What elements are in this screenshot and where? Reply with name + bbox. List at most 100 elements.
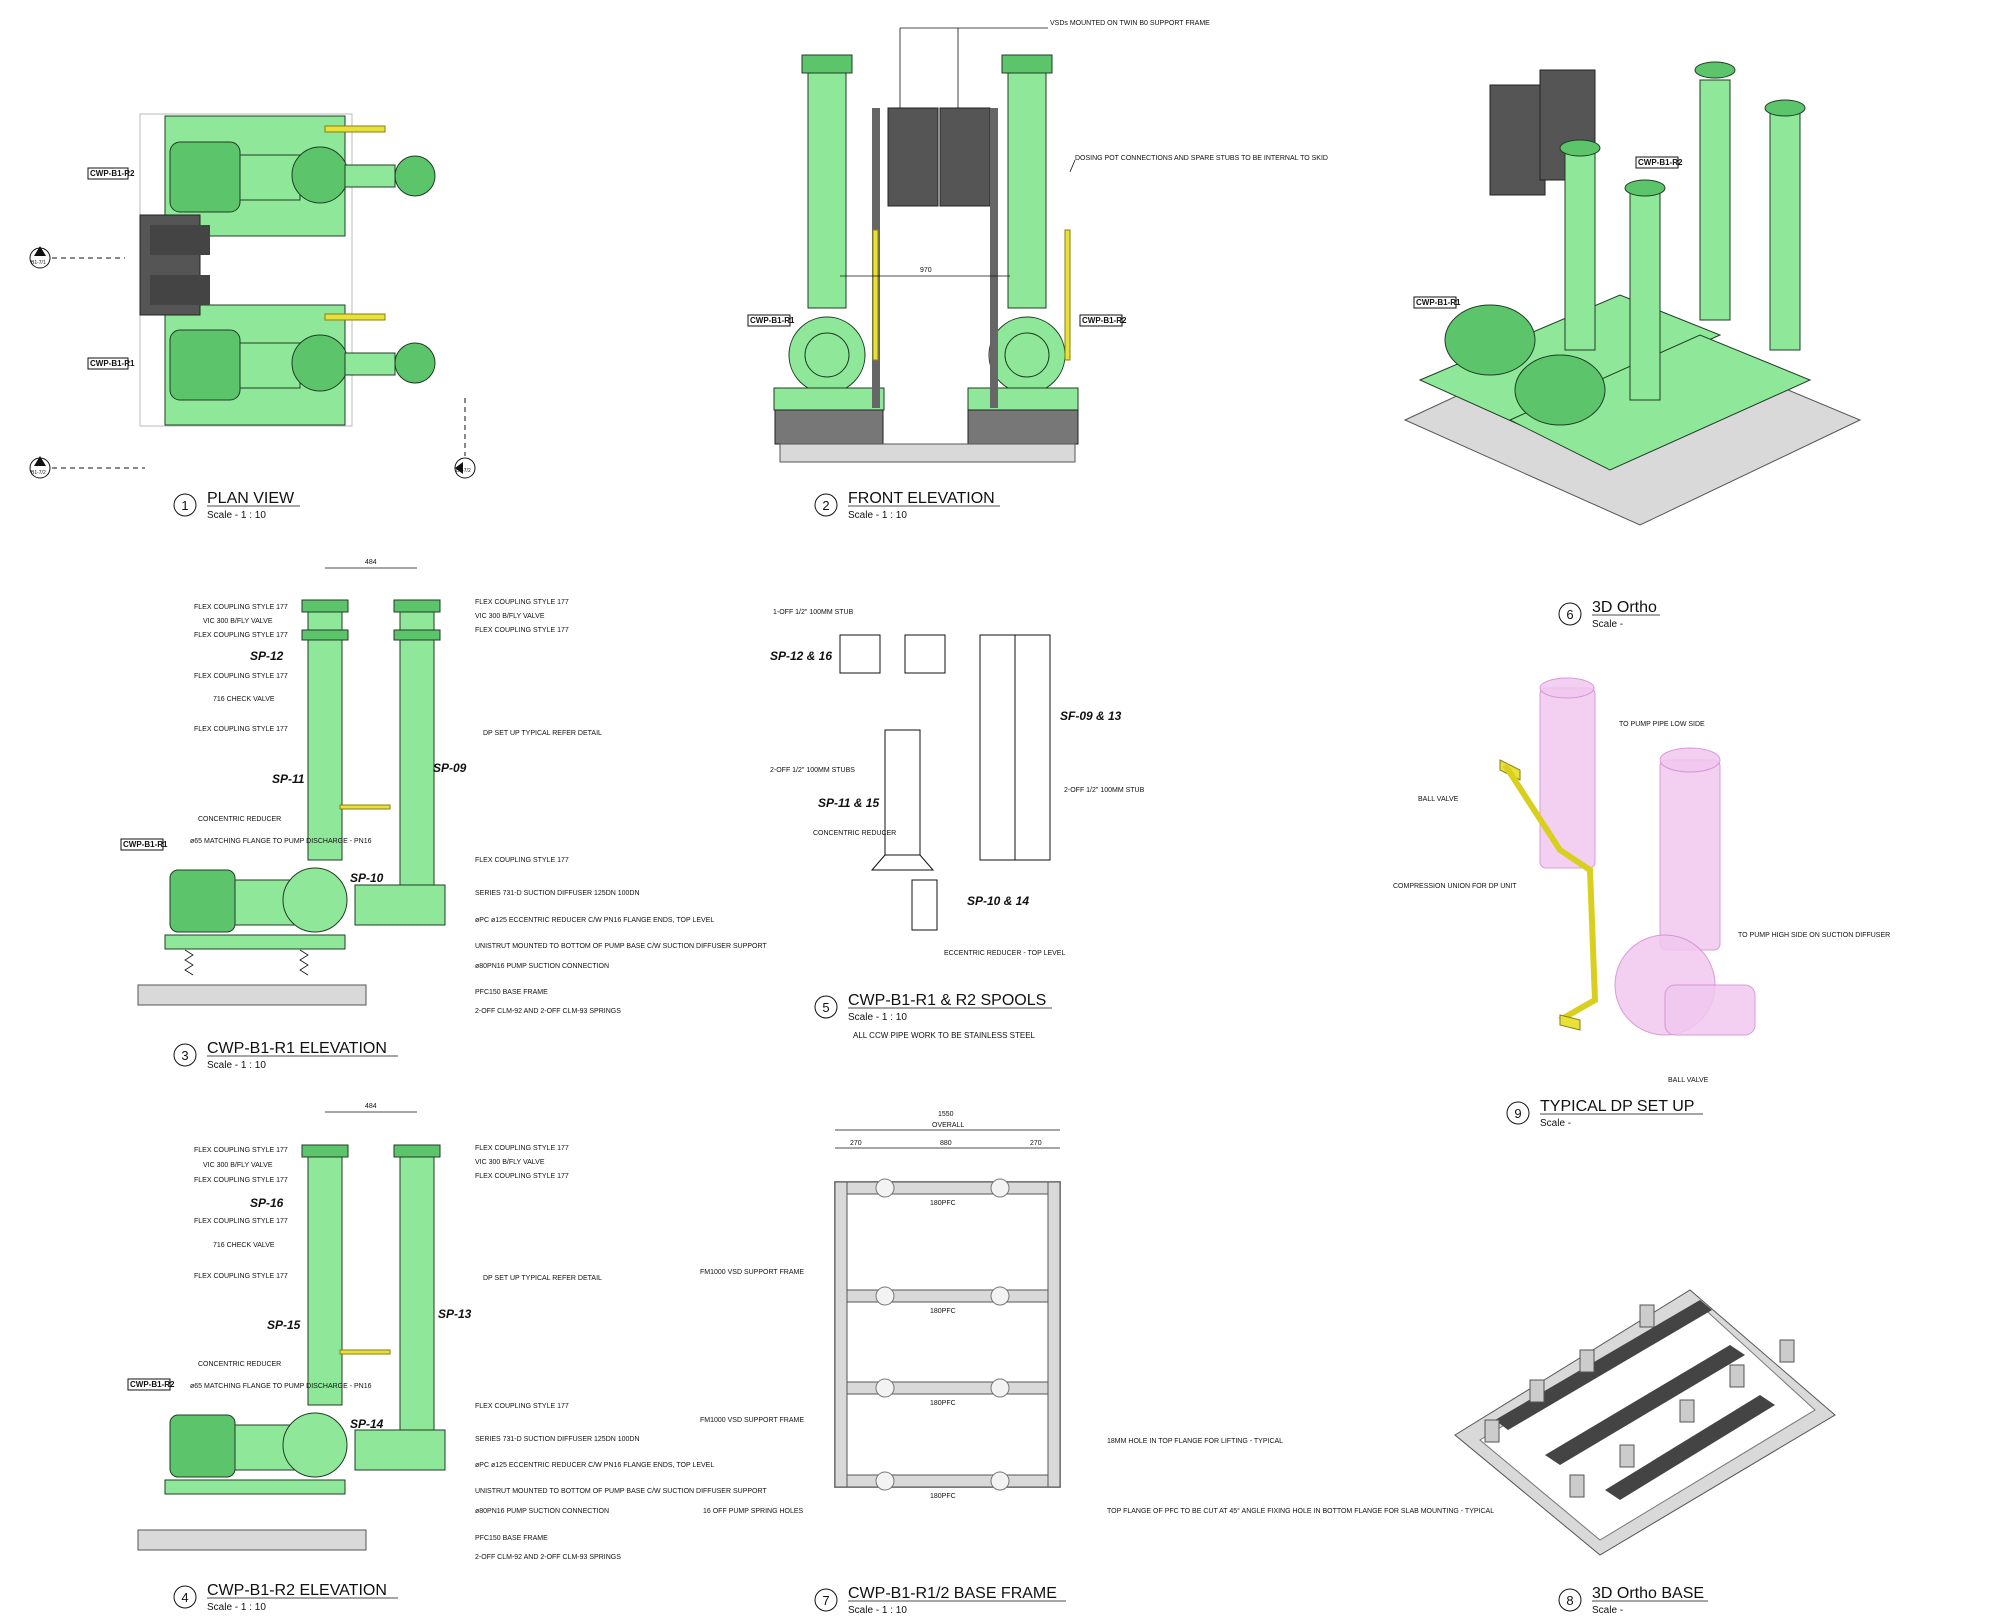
- view-title-2: 2 FRONT ELEVATION Scale - 1 : 10: [814, 490, 1000, 521]
- svg-text:Scale -: Scale -: [1592, 1605, 1623, 1616]
- svg-text:SP-16: SP-16: [250, 1196, 284, 1210]
- svg-text:Scale - 1 : 10: Scale - 1 : 10: [207, 510, 266, 521]
- svg-text:1550: 1550: [938, 1111, 954, 1118]
- svg-text:180PFC: 180PFC: [930, 1493, 956, 1500]
- pump-motor-r2: [169, 125, 436, 213]
- svg-text:PFC150 BASE FRAME: PFC150 BASE FRAME: [475, 989, 548, 996]
- section-marker: B1-7/1: [29, 246, 125, 269]
- dp-setup: TO PUMP PIPE LOW SIDE BALL VALVE COMPRES…: [1393, 677, 1890, 1084]
- svg-text:ø65 MATCHING FLANGE TO PUMP DI: ø65 MATCHING FLANGE TO PUMP DISCHARGE - …: [190, 838, 372, 845]
- svg-text:180PFC: 180PFC: [930, 1400, 956, 1407]
- svg-text:Scale - 1 : 10: Scale - 1 : 10: [848, 1012, 907, 1023]
- svg-text:CWP-B1-R1: CWP-B1-R1: [750, 316, 795, 325]
- svg-text:CWP-B1-R2 ELEVATION: CWP-B1-R2 ELEVATION: [207, 1582, 387, 1599]
- view-title-8: 8 3D Ortho BASE Scale -: [1558, 1585, 1708, 1616]
- svg-text:B1-7/2: B1-7/2: [456, 468, 471, 474]
- svg-text:FLEX COUPLING STYLE 177: FLEX COUPLING STYLE 177: [194, 1273, 288, 1280]
- svg-text:SP-10: SP-10: [350, 871, 384, 885]
- svg-text:øPC ø125 ECCENTRIC REDUCER C/W: øPC ø125 ECCENTRIC REDUCER C/W PN16 FLAN…: [475, 1462, 714, 1469]
- svg-text:9: 9: [1514, 1106, 1521, 1121]
- 3d-ortho: CWP-B1-R1 CWP-B1-R2: [1403, 61, 1862, 526]
- svg-text:PFC150 BASE FRAME: PFC150 BASE FRAME: [475, 1535, 548, 1542]
- svg-text:CONCENTRIC REDUCER: CONCENTRIC REDUCER: [813, 830, 896, 837]
- svg-text:VIC 300 B/FLY VALVE: VIC 300 B/FLY VALVE: [475, 613, 545, 620]
- svg-text:3D Ortho: 3D Ortho: [1592, 599, 1657, 616]
- svg-text:SP-12 & 16: SP-12 & 16: [770, 649, 832, 663]
- section-marker: B1-7/2: [29, 456, 145, 479]
- svg-text:øPC ø125 ECCENTRIC REDUCER C/W: øPC ø125 ECCENTRIC REDUCER C/W PN16 FLAN…: [475, 917, 714, 924]
- view-title-5: 5 CWP-B1-R1 & R2 SPOOLS Scale - 1 : 10 A…: [814, 992, 1052, 1040]
- svg-text:SP-13: SP-13: [438, 1307, 472, 1321]
- svg-text:SERIES 731-D SUCTION DIFFUSER: SERIES 731-D SUCTION DIFFUSER 125DN 100D…: [475, 1436, 640, 1443]
- svg-text:ø80PN16 PUMP SUCTION CONNECTIO: ø80PN16 PUMP SUCTION CONNECTION: [475, 1508, 609, 1515]
- view-title-6: 6 3D Ortho Scale -: [1558, 599, 1660, 630]
- svg-text:880: 880: [940, 1140, 952, 1147]
- svg-text:180PFC: 180PFC: [930, 1308, 956, 1315]
- svg-text:FLEX COUPLING STYLE 177: FLEX COUPLING STYLE 177: [475, 627, 569, 634]
- r2-elevation: 484 SP-16 SP-15 SP-13 SP-14 CWP-B1-R2 FL…: [127, 1103, 767, 1561]
- svg-text:2-OFF CLM-92 AND 2-OFF CLM-93: 2-OFF CLM-92 AND 2-OFF CLM-93 SPRINGS: [475, 1008, 621, 1015]
- svg-text:TO PUMP PIPE LOW SIDE: TO PUMP PIPE LOW SIDE: [1619, 721, 1705, 728]
- svg-text:3: 3: [181, 1048, 188, 1063]
- svg-text:VSDs MOUNTED ON TWIN B0 SUPPOR: VSDs MOUNTED ON TWIN B0 SUPPORT FRAME: [1050, 20, 1210, 27]
- svg-text:DOSING POT CONNECTIONS AND SPA: DOSING POT CONNECTIONS AND SPARE STUBS T…: [1075, 155, 1328, 162]
- svg-text:FLEX COUPLING STYLE 177: FLEX COUPLING STYLE 177: [194, 1147, 288, 1154]
- r1-elevation: 484 SP-12 SP-11 SP-09 SP-10 CWP-B1-R1 FL…: [120, 559, 767, 1015]
- svg-text:UNISTRUT MOUNTED TO BOTTOM OF: UNISTRUT MOUNTED TO BOTTOM OF PUMP BASE …: [475, 1488, 767, 1495]
- view-title-3: 3 CWP-B1-R1 ELEVATION Scale - 1 : 10: [173, 1040, 398, 1071]
- svg-text:8: 8: [1566, 1593, 1573, 1608]
- svg-text:SF-09 & 13: SF-09 & 13: [1060, 709, 1122, 723]
- svg-text:CWP-B1-R1/2 BASE FRAME: CWP-B1-R1/2 BASE FRAME: [848, 1585, 1057, 1602]
- svg-text:484: 484: [365, 559, 377, 566]
- svg-text:Scale - 1 : 10: Scale - 1 : 10: [207, 1602, 266, 1613]
- view-title-1: 1 PLAN VIEW Scale - 1 : 10: [173, 490, 300, 521]
- svg-text:FRONT ELEVATION: FRONT ELEVATION: [848, 490, 995, 507]
- svg-text:TYPICAL DP SET UP: TYPICAL DP SET UP: [1540, 1098, 1694, 1115]
- svg-text:BALL VALVE: BALL VALVE: [1418, 796, 1459, 803]
- svg-text:Scale - 1 : 10: Scale - 1 : 10: [848, 510, 907, 521]
- svg-text:270: 270: [850, 1140, 862, 1147]
- svg-text:VIC 300 B/FLY VALVE: VIC 300 B/FLY VALVE: [203, 1162, 273, 1169]
- svg-text:DP SET UP TYPICAL REFER DETAIL: DP SET UP TYPICAL REFER DETAIL: [483, 730, 602, 737]
- svg-text:VIC 300 B/FLY VALVE: VIC 300 B/FLY VALVE: [203, 618, 273, 625]
- svg-text:SP-14: SP-14: [350, 1417, 384, 1431]
- svg-text:ECCENTRIC REDUCER - TOP LEVEL: ECCENTRIC REDUCER - TOP LEVEL: [944, 950, 1065, 957]
- svg-text:2: 2: [822, 498, 829, 513]
- svg-text:COMPRESSION UNION FOR DP UNIT: COMPRESSION UNION FOR DP UNIT: [1393, 883, 1517, 890]
- svg-text:484: 484: [365, 1103, 377, 1110]
- svg-text:FLEX COUPLING STYLE 177: FLEX COUPLING STYLE 177: [475, 1173, 569, 1180]
- pump-motor-r1: [169, 313, 436, 401]
- svg-text:FM1000 VSD SUPPORT FRAME: FM1000 VSD SUPPORT FRAME: [700, 1269, 804, 1276]
- front-elevation: VSDs MOUNTED ON TWIN B0 SUPPORT FRAME DO…: [747, 20, 1328, 463]
- svg-text:CWP-B1-R1: CWP-B1-R1: [1416, 298, 1461, 307]
- svg-text:CWP-B1-R2: CWP-B1-R2: [1638, 158, 1683, 167]
- svg-text:Scale - 1 : 10: Scale - 1 : 10: [848, 1605, 907, 1616]
- svg-text:970: 970: [920, 267, 932, 274]
- svg-text:FLEX COUPLING STYLE 177: FLEX COUPLING STYLE 177: [475, 599, 569, 606]
- svg-text:716 CHECK VALVE: 716 CHECK VALVE: [213, 696, 275, 703]
- view-title-4: 4 CWP-B1-R2 ELEVATION Scale - 1 : 10: [173, 1582, 398, 1613]
- svg-text:5: 5: [822, 1000, 829, 1015]
- svg-text:PLAN VIEW: PLAN VIEW: [207, 490, 295, 507]
- svg-text:VIC 300 B/FLY VALVE: VIC 300 B/FLY VALVE: [475, 1159, 545, 1166]
- svg-text:SP-09: SP-09: [433, 761, 467, 775]
- spools: SP-12 & 16 1-OFF 1/2" 100MM STUB SP-11 &…: [770, 609, 1145, 957]
- svg-text:CONCENTRIC REDUCER: CONCENTRIC REDUCER: [198, 1361, 281, 1368]
- svg-text:2-OFF CLM-92 AND 2-OFF CLM-93: 2-OFF CLM-92 AND 2-OFF CLM-93 SPRINGS: [475, 1554, 621, 1561]
- svg-text:CWP-B1-R1 & R2 SPOOLS: CWP-B1-R1 & R2 SPOOLS: [848, 992, 1046, 1009]
- svg-text:FM1000 VSD SUPPORT FRAME: FM1000 VSD SUPPORT FRAME: [700, 1417, 804, 1424]
- view-title-9: 9 TYPICAL DP SET UP Scale -: [1506, 1098, 1703, 1129]
- plan-view: CWP-B1-R2 CWP-B1-R1 B1-7/1 B1-7/2 B1-7/2: [29, 113, 476, 479]
- svg-text:SP-11 & 15: SP-11 & 15: [818, 796, 879, 810]
- svg-text:UNISTRUT MOUNTED TO BOTTOM OF: UNISTRUT MOUNTED TO BOTTOM OF PUMP BASE …: [475, 943, 767, 950]
- svg-text:16 OFF PUMP SPRING HOLES: 16 OFF PUMP SPRING HOLES: [703, 1508, 804, 1515]
- svg-text:TO PUMP HIGH SIDE ON SUCTION D: TO PUMP HIGH SIDE ON SUCTION DIFFUSER: [1738, 932, 1890, 939]
- 3d-ortho-base: [1454, 1289, 1836, 1556]
- svg-text:Scale - 1 : 10: Scale - 1 : 10: [207, 1060, 266, 1071]
- svg-text:SP-12: SP-12: [250, 649, 284, 663]
- view-title-7: 7 CWP-B1-R1/2 BASE FRAME Scale - 1 : 10: [814, 1585, 1066, 1616]
- svg-text:FLEX COUPLING STYLE 177: FLEX COUPLING STYLE 177: [475, 857, 569, 864]
- svg-text:2-OFF 1/2" 100MM STUB: 2-OFF 1/2" 100MM STUB: [1064, 787, 1145, 794]
- svg-text:Scale -: Scale -: [1592, 619, 1623, 630]
- svg-text:FLEX COUPLING STYLE 177: FLEX COUPLING STYLE 177: [475, 1145, 569, 1152]
